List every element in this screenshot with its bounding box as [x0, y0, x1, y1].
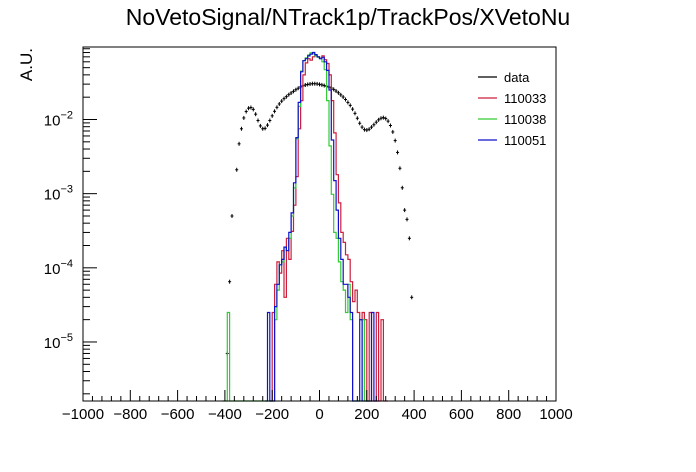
data-point: [405, 217, 409, 222]
data-point: [374, 120, 378, 125]
data-point: [284, 94, 288, 99]
data-point: [244, 109, 248, 114]
data-point: [239, 126, 243, 131]
x-tick-label: 400: [402, 406, 427, 423]
y-axis-label: A.U.: [17, 48, 36, 81]
data-point: [320, 82, 324, 87]
data-point: [254, 112, 258, 117]
data-point: [400, 185, 404, 190]
data-point: [372, 122, 376, 127]
data-point: [258, 123, 262, 128]
data-point: [410, 295, 414, 300]
data-point: [353, 111, 357, 116]
data-point: [251, 107, 255, 112]
data-point: [391, 129, 395, 134]
data-point: [265, 123, 269, 128]
data-point: [318, 82, 321, 87]
data-point: [303, 82, 307, 87]
data-point: [386, 119, 390, 124]
legend-label: 110038: [504, 112, 546, 127]
legend-item: data: [478, 70, 530, 85]
data-point: [339, 92, 343, 97]
legend-label: 110033: [504, 91, 546, 106]
data-point: [370, 125, 374, 130]
data-point: [263, 126, 267, 131]
legend: data 110033 110038 110051: [478, 70, 546, 148]
data-point: [256, 118, 260, 123]
x-tick-label: 800: [496, 406, 521, 423]
data-point: [355, 116, 359, 121]
series-layer: [222, 51, 414, 402]
y-axis: 10−2 10−3 10−4 10−5: [44, 48, 97, 395]
data-point: [379, 116, 383, 121]
data-point: [398, 166, 402, 171]
data-point: [381, 115, 385, 120]
data-point: [230, 213, 234, 218]
legend-item: 110051: [478, 133, 546, 148]
y-tick-label: 10−2: [44, 110, 73, 130]
data-point: [235, 167, 239, 172]
data-point: [275, 105, 279, 110]
data-point: [403, 208, 407, 213]
x-tick-label: 600: [449, 406, 474, 423]
data-point: [322, 83, 326, 88]
data-point: [365, 128, 369, 133]
data-point: [277, 101, 281, 106]
data-point: [237, 141, 241, 146]
data-point: [242, 115, 246, 120]
data-point: [377, 117, 381, 122]
data-point: [388, 123, 392, 128]
data-point: [341, 95, 345, 100]
y-tick-label: 10−3: [44, 184, 73, 204]
data-point: [287, 92, 291, 97]
x-tick-label: 1000: [539, 406, 572, 423]
legend-label: 110051: [504, 133, 546, 148]
data-point: [332, 87, 336, 92]
x-axis: −1000 −800 −600 −400 −200 0 200 400 600 800 1000: [62, 390, 573, 423]
data-point: [247, 106, 251, 111]
legend-label: data: [504, 70, 530, 85]
chart-title: NoVetoSignal/NTrack1p/TrackPos/XVetoNu: [126, 4, 570, 30]
plot-frame: [82, 46, 557, 402]
histogram-110033: [269, 54, 389, 402]
data-point: [348, 103, 352, 108]
data-point: [334, 89, 338, 94]
y-tick-label: 10−5: [44, 332, 73, 352]
y-tick-label: 10−4: [44, 258, 73, 278]
data-point: [384, 116, 388, 121]
data-point: [268, 118, 272, 123]
data-point: [393, 138, 397, 143]
x-tick-label: −200: [255, 406, 289, 423]
data-point: [291, 89, 295, 94]
x-tick-label: −400: [208, 406, 242, 423]
data-point: [346, 100, 350, 105]
data-point: [249, 105, 253, 110]
x-tick-label: −800: [113, 406, 147, 423]
histogram-110051: [265, 51, 379, 402]
legend-item: 110033: [478, 91, 546, 106]
data-point: [396, 150, 400, 155]
data-point: [296, 86, 300, 91]
data-point: [273, 109, 277, 114]
data-point: [228, 279, 232, 284]
data-point: [336, 90, 340, 95]
data-point: [280, 99, 284, 104]
legend-item: 110038: [478, 112, 546, 127]
x-tick-label: −600: [161, 406, 195, 423]
x-tick-label: 0: [315, 406, 323, 423]
data-point: [358, 121, 362, 126]
data-point: [407, 236, 411, 241]
data-point: [270, 113, 274, 118]
data-point: [344, 97, 348, 102]
data-point: [294, 87, 298, 92]
data-point: [282, 96, 286, 101]
data-point: [367, 127, 371, 132]
data-point: [360, 125, 364, 130]
data-point: [351, 107, 355, 112]
x-tick-label: −1000: [62, 406, 104, 423]
data-point: [289, 90, 293, 95]
x-tick-label: 200: [354, 406, 379, 423]
